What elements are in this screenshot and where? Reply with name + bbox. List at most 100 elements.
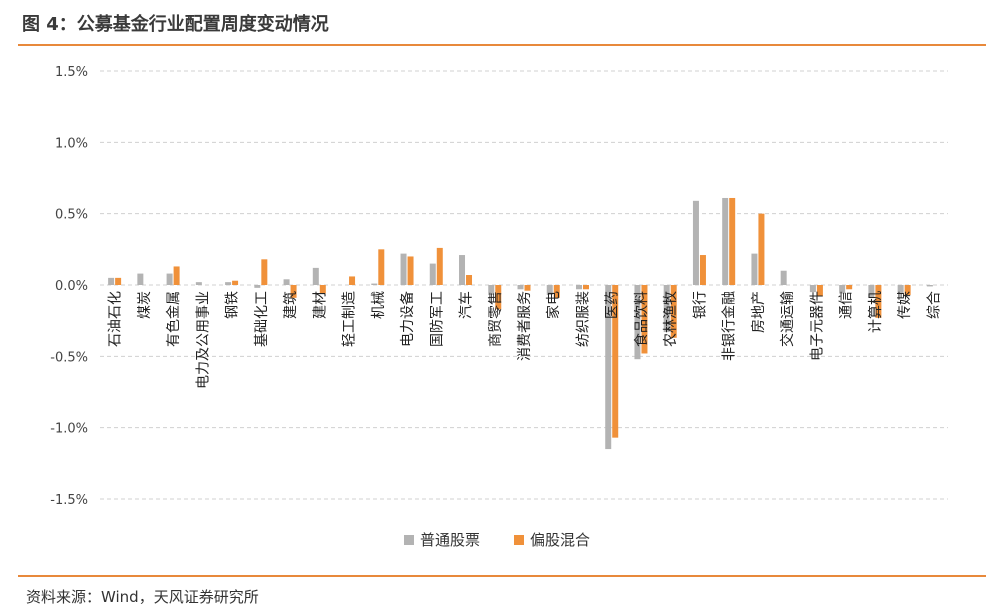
bar-series1: [283, 279, 290, 285]
category-labels: 石油石化 煤炭 有色金属 电力及公用事业 钢铁 基础化工 建筑 建材 轻工制造 机械 电力设备 国防军…: [108, 291, 943, 389]
category-label: 房地产: [751, 291, 767, 333]
category-label: 农林渔牧: [663, 291, 679, 347]
category-label: 石油石化: [108, 291, 124, 347]
y-tick-label: 1.0%: [55, 136, 88, 151]
bar-series2: [173, 266, 180, 285]
legend: 普通股票 偏股混合: [404, 531, 590, 549]
legend-label: 偏股混合: [530, 531, 590, 549]
bar-series2: [466, 275, 473, 285]
legend-swatch: [404, 535, 414, 545]
category-label: 电力及公用事业: [195, 291, 211, 389]
title-rule: [18, 44, 986, 46]
bar-series1: [897, 285, 904, 294]
bar-series1: [839, 285, 846, 294]
bar-series2: [816, 285, 823, 297]
category-label: 钢铁: [225, 291, 241, 319]
grid-lines: [100, 70, 948, 500]
source-note: 资料来源：Wind，天风证券研究所: [26, 588, 259, 606]
bar-series2: [670, 285, 677, 338]
category-label: 家电: [545, 291, 562, 319]
bar-series1: [459, 255, 466, 285]
bar-series1: [868, 285, 875, 298]
bar-series1: [429, 263, 436, 285]
bar-series1: [488, 285, 495, 295]
bar-series1: [575, 285, 582, 290]
bar-series2: [349, 276, 356, 285]
bar-series1: [108, 277, 115, 285]
bar-series1: [692, 200, 699, 285]
bar-series2: [846, 285, 853, 290]
bar-series1: [137, 273, 144, 285]
bar-series2: [904, 285, 911, 295]
bar-series2: [261, 259, 268, 285]
category-label: 机械: [371, 291, 387, 319]
category-label: 传媒: [897, 291, 913, 319]
category-label: 轻工制造: [342, 291, 358, 347]
bar-series2: [319, 285, 326, 294]
category-label: 通信: [839, 291, 855, 319]
y-tick-label: 0.5%: [55, 208, 88, 223]
bar-series1: [400, 253, 407, 285]
bar-series1: [605, 285, 612, 450]
category-label: 电力设备: [399, 291, 416, 347]
bar-series2: [407, 256, 414, 285]
bar-series1: [663, 285, 670, 333]
y-axis-ticks: 1.5% 1.0% 0.5% 0.0% -0.5% -1.0% -1.5%: [50, 65, 88, 508]
bar-series1: [751, 253, 758, 285]
bar-series2: [699, 255, 706, 285]
legend-label: 普通股票: [420, 531, 480, 549]
category-label: 食品饮料: [633, 291, 650, 347]
bar-series1: [546, 285, 553, 295]
bar-series2: [758, 213, 765, 285]
y-tick-label: -1.5%: [50, 493, 88, 508]
bar-series2: [290, 285, 297, 298]
category-label: 电子元器件: [809, 291, 825, 361]
bar-series2: [875, 285, 882, 318]
bar-series2: [436, 247, 443, 285]
chart-title: 图 4：公募基金行业配置周度变动情况: [22, 14, 329, 35]
bar-series1: [926, 285, 933, 287]
category-label: 纺织服装: [575, 291, 591, 347]
category-label: 交通运输: [779, 291, 796, 347]
y-tick-label: 0.0%: [55, 279, 88, 294]
category-label: 医药: [605, 291, 621, 319]
bar-series1: [254, 285, 261, 288]
bar-series2: [524, 285, 531, 291]
footer-rule: [18, 575, 986, 577]
bar-series2: [232, 280, 239, 285]
bar-series1: [195, 282, 202, 285]
category-label: 消费者服务: [517, 291, 533, 361]
category-label: 非银行金融: [722, 291, 738, 361]
legend-swatch: [514, 535, 524, 545]
category-label: 汽车: [458, 291, 475, 319]
category-label: 煤炭: [137, 291, 153, 319]
bar-series1: [722, 197, 729, 285]
category-label: 建筑: [283, 291, 299, 319]
bar-series2: [553, 285, 560, 298]
bar-series1: [166, 273, 173, 285]
y-tick-label: -1.0%: [50, 422, 88, 437]
bar-series2: [612, 285, 619, 438]
bars: [108, 197, 940, 450]
bar-series2: [495, 285, 502, 310]
bar-series2: [378, 249, 385, 285]
category-label: 有色金属: [165, 291, 182, 347]
category-label: 计算机: [868, 291, 884, 333]
category-label: 建材: [312, 291, 328, 319]
category-label: 国防军工: [429, 291, 445, 347]
y-tick-label: 1.5%: [55, 65, 88, 80]
bar-series2: [729, 197, 736, 285]
bar-series1: [780, 270, 787, 285]
bar-chart: 1.5% 1.0% 0.5% 0.0% -0.5% -1.0% -1.5% 石油石化 煤炭 有色…: [50, 65, 948, 549]
category-label: 基础化工: [253, 291, 270, 347]
bar-series2: [115, 277, 122, 285]
category-label: 商贸零售: [488, 291, 504, 347]
bar-series1: [634, 285, 641, 360]
bar-series1: [517, 285, 524, 290]
bar-series2: [582, 285, 589, 290]
bar-series1: [371, 283, 378, 285]
category-label: 银行: [692, 291, 708, 319]
bar-series2: [641, 285, 648, 354]
bar-series1: [809, 285, 816, 293]
category-label: 综合: [926, 291, 942, 319]
